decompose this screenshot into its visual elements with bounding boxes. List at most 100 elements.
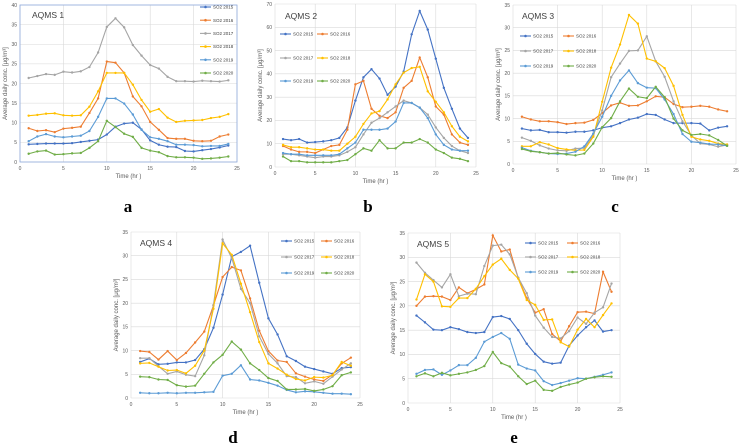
data-point <box>654 113 657 117</box>
data-point <box>442 136 446 140</box>
data-point <box>520 136 524 139</box>
data-point <box>534 303 537 307</box>
series-so2-2017 <box>27 17 230 83</box>
series-so2-2019 <box>520 69 729 156</box>
data-point <box>725 110 729 113</box>
legend-label: SO2 2015 <box>533 34 554 39</box>
legend-marker <box>284 56 287 60</box>
data-point <box>426 76 429 79</box>
data-point <box>681 120 684 123</box>
series-so2-2016 <box>415 233 613 343</box>
data-point <box>491 263 494 266</box>
y-tick-label: 20 <box>504 71 510 77</box>
data-point <box>627 87 631 90</box>
data-point <box>593 311 596 314</box>
data-point <box>394 105 397 108</box>
data-point <box>203 349 206 352</box>
data-point <box>175 383 178 387</box>
data-point <box>221 238 224 241</box>
data-point <box>491 234 494 237</box>
data-point <box>281 143 285 147</box>
legend-label: SO2 2017 <box>533 49 554 54</box>
data-point <box>303 382 307 385</box>
data-point <box>378 77 381 80</box>
legend-marker <box>204 71 207 75</box>
data-point <box>79 151 82 155</box>
y-tick-label: 30 <box>399 255 405 261</box>
legend-marker <box>567 49 570 53</box>
data-point <box>618 62 622 65</box>
data-point <box>331 374 334 377</box>
y-tick-label: 0 <box>269 165 272 171</box>
data-point <box>175 137 178 141</box>
legend-label: SO2 2016 <box>334 239 355 244</box>
data-point <box>122 26 126 29</box>
legend-marker <box>204 5 207 9</box>
data-point <box>584 377 588 380</box>
data-point <box>370 121 373 124</box>
data-point <box>276 379 279 383</box>
data-point <box>556 151 559 155</box>
data-point <box>258 368 261 372</box>
data-point <box>322 388 325 391</box>
data-point <box>716 138 720 142</box>
data-point <box>550 318 554 321</box>
plot-frame <box>19 4 238 163</box>
data-point <box>520 127 524 130</box>
data-point <box>70 152 74 155</box>
data-point <box>88 111 91 115</box>
legend-marker <box>321 32 324 36</box>
data-point <box>36 113 39 117</box>
data-point <box>525 292 528 295</box>
series-so2-2020 <box>27 119 230 161</box>
data-point <box>690 135 693 138</box>
series-so2-2020 <box>415 350 613 393</box>
legend-item: SO2 2018 <box>317 56 351 61</box>
data-point <box>716 126 720 129</box>
data-point <box>483 264 486 268</box>
series-line <box>416 233 613 343</box>
data-point <box>672 121 675 125</box>
data-point <box>79 114 82 117</box>
data-point <box>166 75 169 79</box>
data-point <box>184 361 188 364</box>
data-point <box>157 150 161 154</box>
data-point <box>203 354 206 357</box>
data-point <box>517 277 520 280</box>
legend-label: SO2 2017 <box>293 56 314 61</box>
data-point <box>44 132 48 136</box>
series-so2-2019 <box>281 101 470 157</box>
data-point <box>491 244 494 247</box>
data-point <box>418 137 421 141</box>
data-point <box>267 376 270 380</box>
y-axis-label: Average daily conc. [μg/m³] <box>391 281 397 354</box>
data-point <box>440 286 444 289</box>
series-line <box>282 9 469 144</box>
y-tick-label: 70 <box>266 2 272 8</box>
data-point <box>27 143 30 146</box>
data-point <box>193 364 197 367</box>
x-tick-label: 25 <box>733 168 739 174</box>
y-tick-label: 25 <box>122 277 128 283</box>
data-point <box>601 109 604 112</box>
x-axis-label: Time (hr ) <box>116 174 142 180</box>
data-point <box>610 375 613 378</box>
data-point <box>131 83 135 86</box>
data-point <box>289 152 293 156</box>
data-point <box>636 22 640 25</box>
data-point <box>362 79 365 83</box>
data-point <box>149 120 152 124</box>
data-point <box>285 373 288 376</box>
data-point <box>105 25 109 29</box>
x-tick-label: 25 <box>234 166 240 172</box>
x-tick-label: 10 <box>490 407 496 413</box>
legend-item: SO2 2020 <box>321 271 355 276</box>
y-tick-label: 20 <box>11 81 17 87</box>
legend-item: SO2 2015 <box>280 32 314 37</box>
data-point <box>529 145 533 148</box>
data-point <box>550 362 554 365</box>
data-point <box>193 384 197 387</box>
data-point <box>88 146 91 150</box>
data-point <box>340 374 343 377</box>
